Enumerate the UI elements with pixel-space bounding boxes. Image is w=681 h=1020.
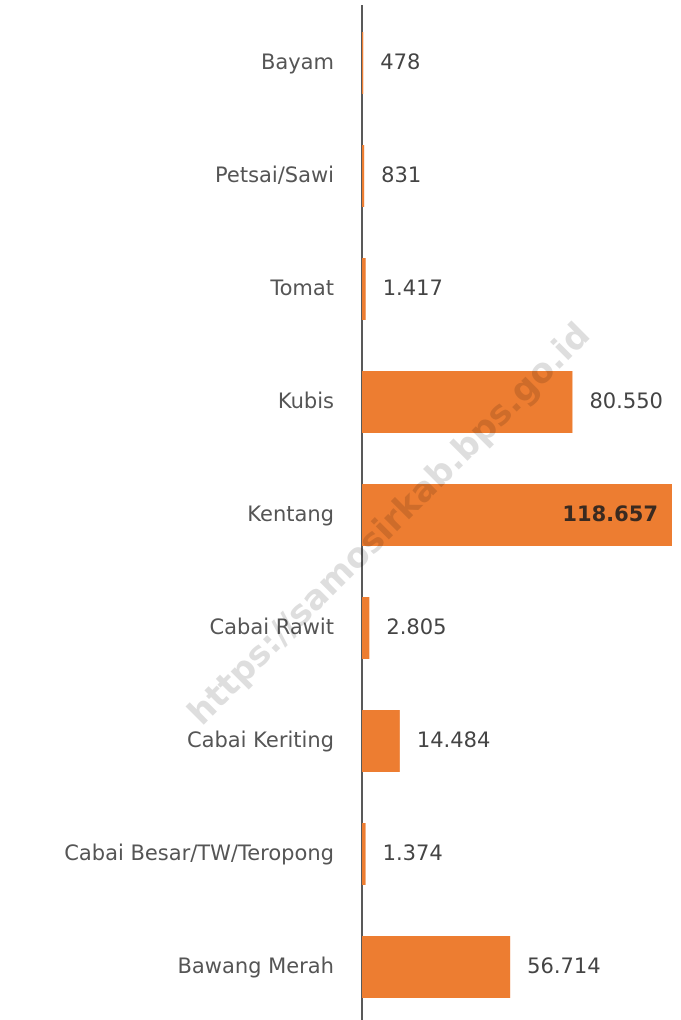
bar <box>362 597 370 659</box>
value-label: 1.417 <box>383 276 443 300</box>
bar <box>362 258 366 320</box>
value-label: 118.657 <box>562 502 658 526</box>
value-label: 831 <box>381 163 421 187</box>
category-label: Kentang <box>247 502 334 526</box>
value-label: 14.484 <box>417 728 490 752</box>
category-label: Kubis <box>278 389 334 413</box>
bar <box>362 371 573 433</box>
value-label: 56.714 <box>527 954 600 978</box>
bar <box>362 145 365 207</box>
category-label: Cabai Keriting <box>187 728 334 752</box>
value-label: 478 <box>380 50 420 74</box>
category-label: Cabai Besar/TW/Teropong <box>64 841 334 865</box>
category-label: Bayam <box>261 50 334 74</box>
category-label: Petsai/Sawi <box>215 163 334 187</box>
bar <box>362 32 364 94</box>
category-label: Cabai Rawit <box>210 615 334 639</box>
value-label: 2.805 <box>386 615 446 639</box>
bar <box>362 936 511 998</box>
bar <box>362 484 672 546</box>
value-label: 1.374 <box>383 841 443 865</box>
bar <box>362 823 366 885</box>
category-label: Tomat <box>269 276 334 300</box>
bar <box>362 710 400 772</box>
category-label: Bawang Merah <box>178 954 335 978</box>
value-label: 80.550 <box>589 389 662 413</box>
